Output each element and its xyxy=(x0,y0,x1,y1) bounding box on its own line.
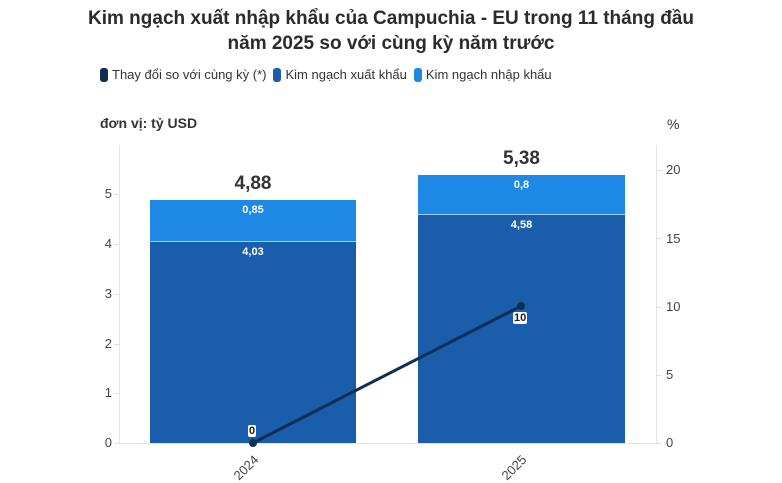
y-left-tick: 4 xyxy=(104,236,112,251)
right-axis-line xyxy=(656,145,657,443)
y-left-tick: 2 xyxy=(104,336,112,351)
tickmark xyxy=(656,238,661,239)
legend-label-export: Kim ngạch xuất khẩu xyxy=(285,67,407,82)
tickmark xyxy=(114,393,119,394)
legend-swatch-import-icon xyxy=(413,67,422,82)
y-right-tick: 15 xyxy=(666,231,681,246)
legend-label-change: Thay đổi so với cùng kỳ (*) xyxy=(112,67,267,82)
y-left-tick: 5 xyxy=(104,186,112,201)
tickmark xyxy=(114,294,119,295)
y-left-tick: 1 xyxy=(104,385,112,400)
tickmark xyxy=(656,170,661,171)
bar-import-2025[interactable]: 0,8 xyxy=(418,175,625,215)
tickmark xyxy=(656,307,661,308)
tickmark xyxy=(114,443,119,444)
chart-title: Kim ngạch xuất nhập khẩu của Campuchia -… xyxy=(0,6,782,56)
bar-import-2024-label: 0,85 xyxy=(242,204,264,216)
left-axis-unit: đơn vị: tỷ USD xyxy=(100,115,198,131)
bar-export-2024-label: 4,03 xyxy=(242,246,264,258)
legend-item-export[interactable]: Kim ngạch xuất khẩu xyxy=(273,67,407,82)
y-right-tick: 5 xyxy=(666,367,674,382)
y-right-tick: 20 xyxy=(666,162,681,177)
change-line xyxy=(249,302,525,447)
bar-export-2025-label: 4,58 xyxy=(510,219,533,231)
legend: Thay đổi so với cùng kỳ (*) Kim ngạch xu… xyxy=(100,67,559,82)
tickmark xyxy=(114,194,119,195)
tickmark xyxy=(656,375,661,376)
legend-swatch-change-icon xyxy=(100,67,108,82)
legend-label-import: Kim ngạch nhập khẩu xyxy=(425,67,552,82)
left-axis-line xyxy=(119,145,120,443)
tickmark xyxy=(114,344,119,345)
y-left-tick: 0 xyxy=(104,435,112,450)
change-label-2025: 10 xyxy=(513,312,528,324)
change-point-2025[interactable] xyxy=(517,302,525,310)
change-point-2024[interactable] xyxy=(249,439,257,447)
x-axis-line xyxy=(119,443,656,444)
change-label-2024: 0 xyxy=(248,425,257,437)
legend-swatch-export-icon xyxy=(273,67,282,82)
chart-title-line2: năm 2025 so với cùng kỳ năm trước xyxy=(227,33,555,54)
y-right-tick: 10 xyxy=(666,299,681,314)
tickmark xyxy=(656,443,661,444)
legend-item-change[interactable]: Thay đổi so với cùng kỳ (*) xyxy=(100,67,266,82)
right-axis-unit: % xyxy=(667,116,680,132)
y-left-tick: 3 xyxy=(104,286,112,301)
tickmark xyxy=(114,244,119,245)
y-right-tick: 0 xyxy=(666,435,674,450)
bar-total-2025: 5,38 xyxy=(503,148,540,169)
bar-export-2025[interactable]: 4,58 xyxy=(418,215,625,443)
bar-total-2024: 4,88 xyxy=(234,173,272,194)
legend-item-import[interactable]: Kim ngạch nhập khẩu xyxy=(413,67,552,82)
bar-import-2025-label: 0,8 xyxy=(513,179,530,191)
chart-title-line1: Kim ngạch xuất nhập khẩu của Campuchia -… xyxy=(88,8,694,29)
bar-import-2024[interactable]: 0,85 xyxy=(150,200,356,242)
